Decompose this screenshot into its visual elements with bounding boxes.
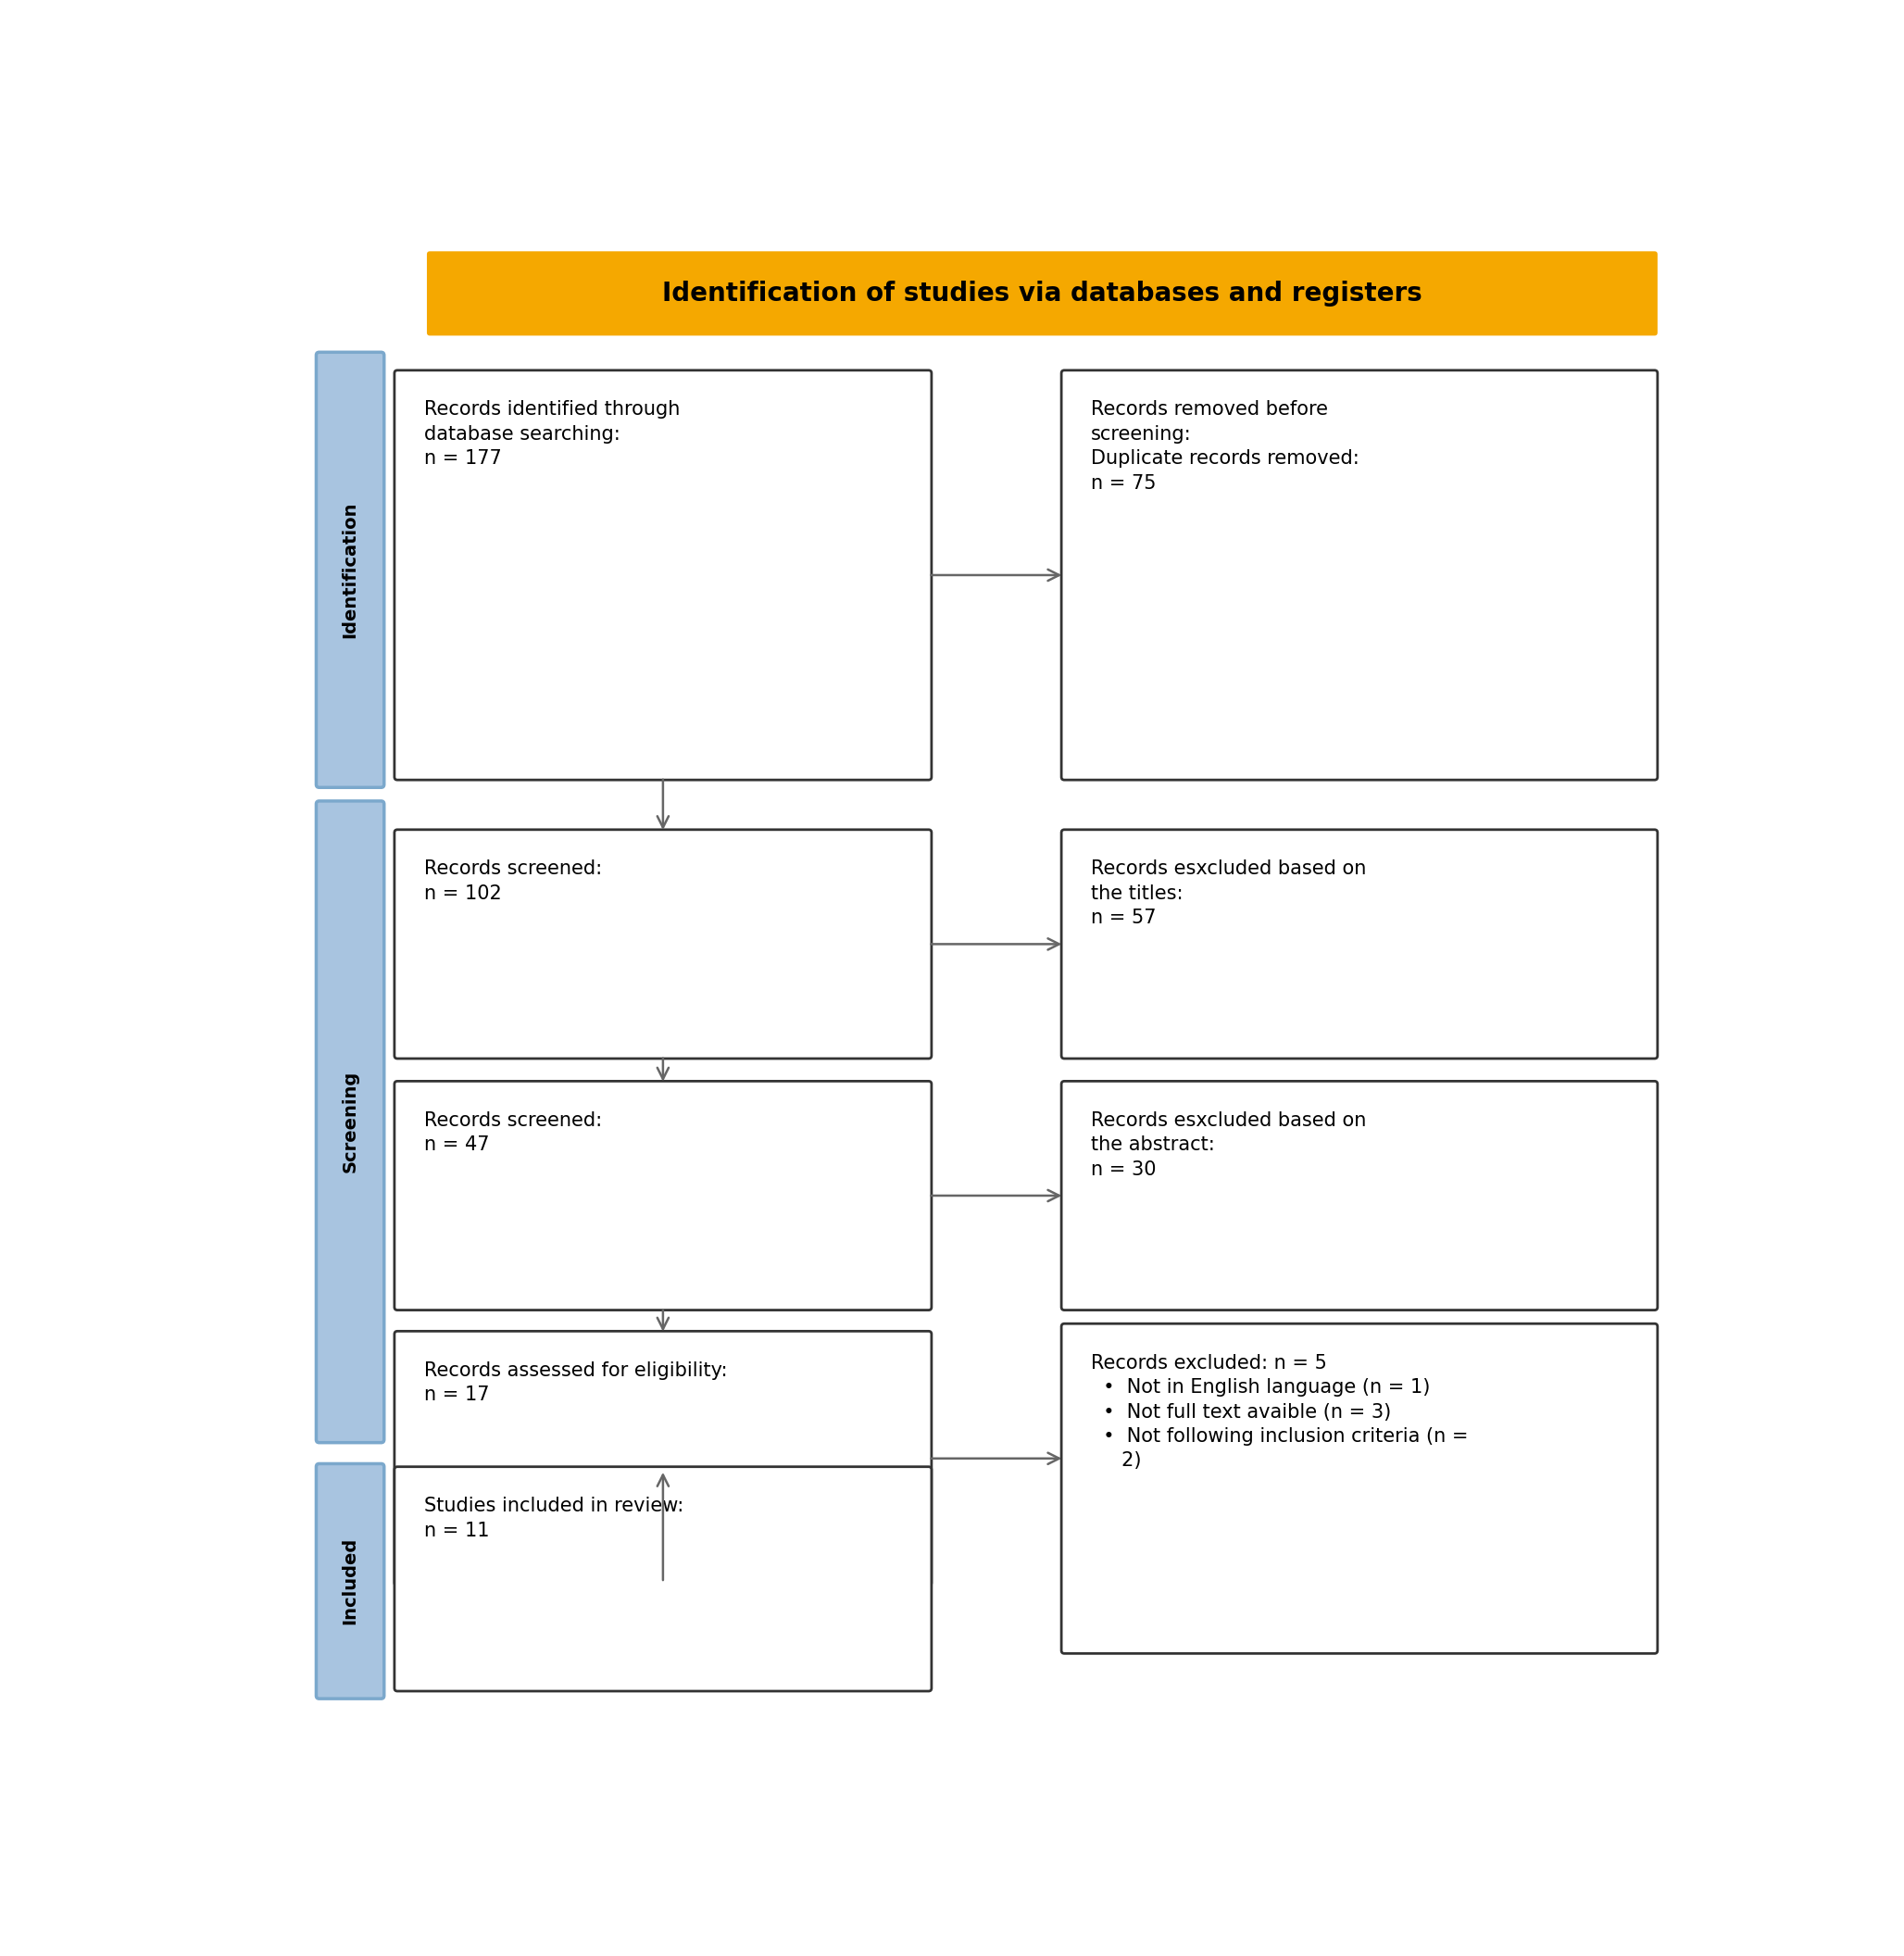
Text: Records identified through
database searching:
n = 177: Records identified through database sear… <box>425 401 680 467</box>
FancyBboxPatch shape <box>1061 370 1658 780</box>
Text: Records screened:
n = 102: Records screened: n = 102 <box>425 861 602 904</box>
Text: Identification: Identification <box>341 501 360 638</box>
FancyBboxPatch shape <box>316 802 385 1444</box>
Text: Records esxcluded based on
the titles:
n = 57: Records esxcluded based on the titles: n… <box>1091 861 1367 927</box>
Text: Included: Included <box>341 1537 360 1625</box>
Text: Records esxcluded based on
the abstract:
n = 30: Records esxcluded based on the abstract:… <box>1091 1111 1367 1179</box>
FancyBboxPatch shape <box>1061 829 1658 1058</box>
FancyBboxPatch shape <box>1061 1324 1658 1653</box>
Text: Records removed before
screening:
Duplicate records removed:
n = 75: Records removed before screening: Duplic… <box>1091 401 1359 493</box>
Text: Studies included in review:
n = 11: Studies included in review: n = 11 <box>425 1496 684 1539</box>
FancyBboxPatch shape <box>394 1082 931 1311</box>
FancyBboxPatch shape <box>316 1463 385 1698</box>
FancyBboxPatch shape <box>394 1467 931 1692</box>
Text: Screening: Screening <box>341 1070 360 1174</box>
FancyBboxPatch shape <box>426 250 1658 336</box>
Text: Records screened:
n = 47: Records screened: n = 47 <box>425 1111 602 1154</box>
FancyBboxPatch shape <box>394 1332 931 1586</box>
Text: Identification of studies via databases and registers: Identification of studies via databases … <box>663 280 1422 307</box>
Text: Records assessed for eligibility:
n = 17: Records assessed for eligibility: n = 17 <box>425 1361 727 1404</box>
FancyBboxPatch shape <box>1061 1082 1658 1311</box>
FancyBboxPatch shape <box>316 352 385 788</box>
FancyBboxPatch shape <box>394 829 931 1058</box>
FancyBboxPatch shape <box>394 370 931 780</box>
Text: Records excluded: n = 5
  •  Not in English language (n = 1)
  •  Not full text : Records excluded: n = 5 • Not in English… <box>1091 1354 1468 1471</box>
